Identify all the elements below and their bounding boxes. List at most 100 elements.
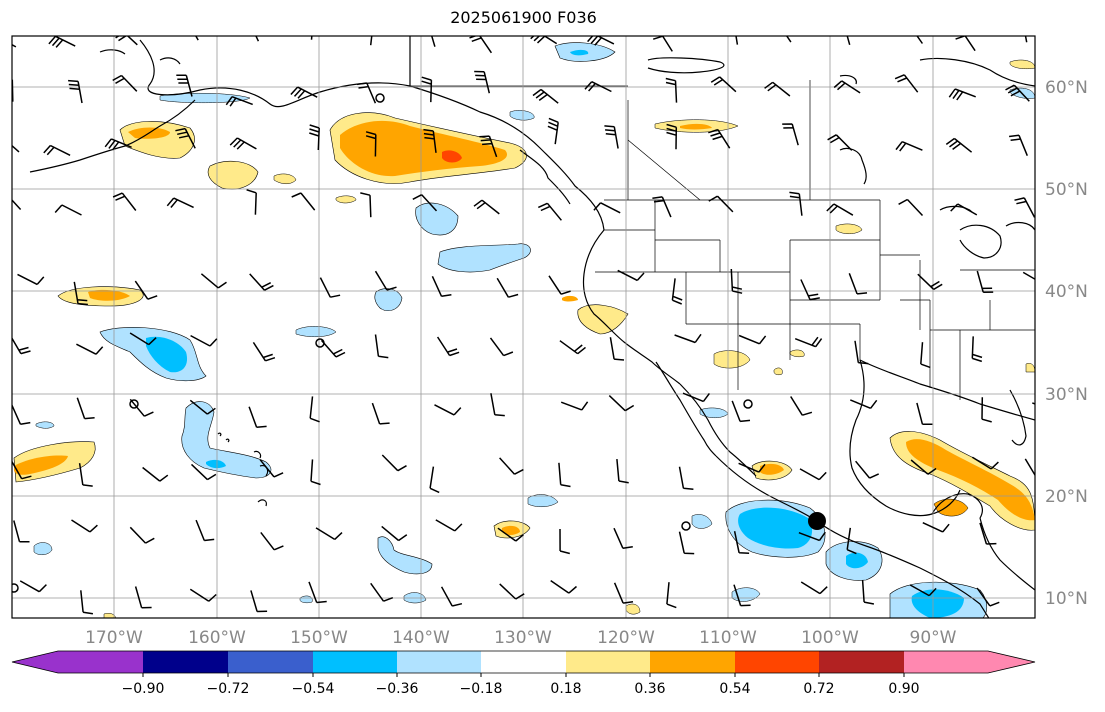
wind-barb [76,343,104,355]
wind-barb [559,528,570,555]
wind-barb [971,336,983,363]
wind-barb [609,337,625,361]
wind-barb [429,466,440,494]
lat-label: 20°N [1045,487,1088,507]
wind-barb [785,36,792,43]
wind-barb [800,581,828,595]
wind-barb [854,340,869,365]
wind-barb [190,334,218,347]
wind-barb [12,460,32,480]
wind-barb [909,584,937,597]
wind-barb [68,79,83,104]
lon-label: 110°W [699,628,757,648]
wind-barbs [12,36,1035,615]
wind-barb [898,198,924,217]
colorbar-bin [904,651,988,673]
wind-barb [976,587,1000,607]
wind-barb [76,397,95,420]
wind-barb [945,137,973,153]
wind-barb [1034,336,1035,338]
wind-barb [115,36,138,46]
wind-barb [12,336,31,355]
wind-barb [738,462,766,473]
wind-barb [252,341,276,362]
wind-barb [666,123,678,150]
wind-barb [764,81,791,97]
wind-barb [894,74,919,93]
colorbar-tick-label: −0.54 [292,681,335,697]
colorbar-outline [11,650,1036,674]
wind-barb [665,77,678,103]
longitude-labels: 170°W 160°W 150°W 140°W 130°W 120°W 110°… [85,628,957,648]
wind-barb [54,204,82,216]
wind-barb [200,273,227,289]
lat-label: 60°N [1045,78,1088,98]
wind-barb [782,123,799,146]
colorbar-tick-label: 0.72 [803,681,834,697]
colorbar-tick-label: 0.36 [634,681,665,697]
wind-barb [19,580,47,593]
wind-barb [309,396,320,423]
wind-barb [421,76,433,103]
wind-barb [708,195,734,213]
gridlines [12,36,1035,618]
wind-barb [260,531,284,551]
wind-barb [194,36,199,41]
wind-barb [798,531,826,542]
shaded-anomaly-regions [13,42,1035,618]
wind-barb [848,273,868,295]
wind-barb [423,128,437,153]
wind-barb [436,336,460,357]
wind-barb [142,466,169,482]
wind-barb [12,78,14,102]
wind-barb [291,192,316,211]
colorbar-tick-label: −0.18 [460,681,503,697]
wind-barb [678,531,695,555]
lon-label: 160°W [188,628,246,648]
wind-barb [789,191,803,216]
wind-barb [360,192,372,218]
wind-barb [833,80,861,94]
lon-label: 130°W [494,628,552,648]
wind-barb [920,342,931,369]
wind-barb [431,275,452,298]
colorbar-bin [397,651,481,673]
wind-barb [613,527,633,550]
colorbar-bin [650,651,735,673]
wind-barb [129,526,155,544]
wind-barb [12,198,22,211]
latitude-labels: 60°N 50°N 40°N 30°N 20°N 10°N [1045,78,1088,609]
wind-barb [678,466,694,490]
wind-barb [733,531,750,555]
wind-barb [499,457,524,475]
wind-barb [560,401,589,411]
wind-barb [134,280,158,300]
wind-barb [248,406,267,429]
wind-barb [682,392,710,403]
wind-barb [490,393,505,417]
wind-barb [112,74,138,92]
storm-position-marker [808,512,826,530]
wind-barb [532,88,559,104]
colorbar-bin [819,651,904,673]
colorbar-bin [566,651,650,673]
wind-barb [381,454,407,472]
wind-barb [249,273,274,291]
wind-barb [259,459,284,478]
wind-barb [616,459,629,484]
wind-barb [440,586,463,607]
wind-barb [175,127,196,149]
wind-barb [1024,36,1028,43]
wind-barb [497,527,524,542]
colorbar-bin [143,651,228,673]
lat-label: 10°N [1045,589,1088,609]
lat-label: 30°N [1045,385,1088,405]
wind-barb [972,456,999,470]
colorbar-extend-max [988,651,1035,673]
wind-barb [548,275,571,295]
wind-barb [1005,84,1030,102]
wind-barb [731,400,751,423]
wind-barb [176,74,193,97]
wind-barb [800,279,820,301]
wind-barb [674,333,702,344]
